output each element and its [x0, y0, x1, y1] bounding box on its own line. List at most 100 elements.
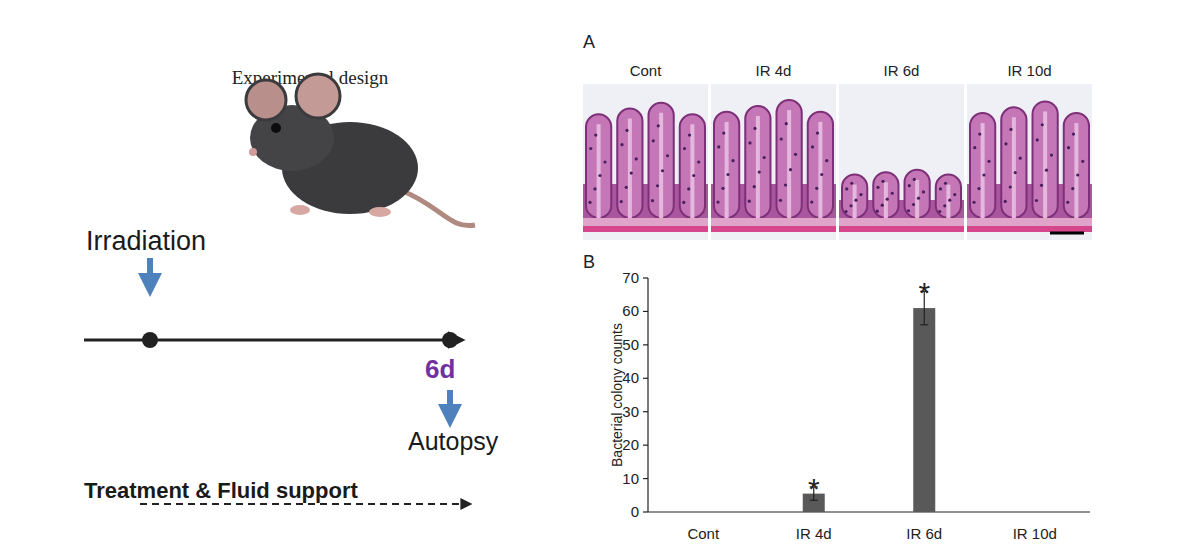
muscle-layer — [583, 226, 708, 232]
nucleus — [1072, 132, 1075, 135]
nucleus — [1050, 153, 1053, 156]
nucleus — [620, 143, 623, 146]
nucleus — [697, 160, 700, 163]
nucleus — [825, 159, 828, 162]
histology-image — [583, 84, 708, 240]
nucleus — [594, 133, 597, 136]
villus-core — [853, 185, 857, 218]
bar-chart: B010203040506070Bacterial colony countsC… — [583, 252, 1090, 542]
panel-a: AContIR 4dIR 6dIR 10d — [583, 32, 1092, 240]
nucleus — [1071, 187, 1074, 190]
nucleus — [972, 201, 975, 204]
nucleus — [810, 200, 813, 203]
nucleus — [913, 178, 916, 181]
y-axis — [647, 278, 648, 512]
nucleus — [683, 147, 686, 150]
irradiation-arrow — [147, 258, 153, 285]
x-tick-label: IR 6d — [906, 525, 942, 542]
y-tick — [643, 478, 648, 479]
y-tick — [643, 411, 648, 412]
submucosa — [839, 218, 964, 226]
nucleus — [850, 182, 853, 185]
nucleus — [1045, 169, 1048, 172]
significance-marker: * — [808, 472, 820, 505]
nucleus — [763, 156, 766, 159]
nucleus — [987, 160, 990, 163]
scale-bar — [1050, 232, 1084, 235]
nucleus — [779, 199, 782, 202]
nucleus — [1014, 171, 1017, 174]
nucleus — [912, 203, 915, 206]
timeline-point — [442, 332, 458, 348]
nucleus — [722, 131, 725, 134]
y-tick — [643, 277, 648, 278]
villus — [936, 175, 961, 218]
nucleus — [603, 160, 606, 163]
nucleus — [652, 139, 655, 142]
nucleus — [1019, 157, 1022, 160]
nucleus — [816, 131, 819, 134]
y-tick — [643, 378, 648, 379]
mouse-eye — [271, 123, 281, 133]
villus — [1001, 107, 1026, 218]
nucleus — [651, 199, 654, 202]
nucleus — [1004, 200, 1007, 203]
nucleus — [815, 187, 818, 190]
nucleus — [844, 210, 847, 213]
nucleus — [1076, 173, 1079, 176]
y-tick — [643, 311, 648, 312]
nucleus — [748, 200, 751, 203]
column-label: Cont — [630, 62, 663, 79]
nucleus — [1041, 123, 1044, 126]
image-background — [839, 84, 964, 240]
nucleus — [907, 209, 910, 212]
y-tick — [643, 445, 648, 446]
nucleus — [784, 183, 787, 186]
villus-core — [1043, 111, 1047, 218]
nucleus — [625, 129, 628, 132]
figure: Experimental designIrradiation6dAutopsyT… — [0, 0, 1177, 558]
nucleus — [939, 187, 942, 190]
villus — [970, 113, 995, 218]
nucleus — [944, 182, 947, 185]
nucleus — [726, 173, 729, 176]
y-tick — [643, 344, 648, 345]
nucleus — [1067, 146, 1070, 149]
nucleus — [625, 186, 628, 189]
nucleus — [948, 199, 951, 202]
nucleus — [717, 145, 720, 148]
nucleus — [780, 137, 783, 140]
nucleus — [973, 146, 976, 149]
nucleus — [598, 174, 601, 177]
x-axis — [648, 511, 1090, 512]
villus — [905, 170, 930, 218]
image-background — [711, 84, 836, 240]
villus — [649, 103, 674, 218]
villus — [1064, 113, 1089, 218]
experimental-design: Experimental designIrradiation6dAutopsyT… — [84, 67, 499, 504]
villus — [873, 172, 898, 218]
y-axis-label: Bacterial colony counts — [609, 323, 625, 467]
nucleus — [1036, 138, 1039, 141]
mouse-foot — [369, 207, 391, 217]
nucleus — [938, 210, 941, 213]
nucleus — [785, 122, 788, 125]
nucleus — [811, 145, 814, 148]
nucleus — [820, 173, 823, 176]
villus-core — [1012, 117, 1016, 218]
nucleus — [1035, 199, 1038, 202]
nucleus — [753, 127, 756, 130]
villus — [680, 114, 705, 218]
nucleus — [682, 201, 685, 204]
nucleus — [794, 153, 797, 156]
muscle-layer — [839, 226, 964, 232]
end-label: Autopsy — [408, 427, 499, 455]
nucleus — [1040, 184, 1043, 187]
submucosa — [967, 218, 1092, 226]
villus-core — [787, 110, 791, 218]
y-tick-label: 70 — [622, 269, 639, 286]
nucleus — [716, 200, 719, 203]
timeline — [84, 339, 462, 342]
timeline-point — [142, 332, 158, 348]
villus-core — [690, 124, 694, 218]
